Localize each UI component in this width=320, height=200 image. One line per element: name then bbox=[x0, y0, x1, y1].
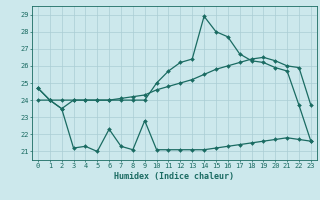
X-axis label: Humidex (Indice chaleur): Humidex (Indice chaleur) bbox=[115, 172, 234, 181]
